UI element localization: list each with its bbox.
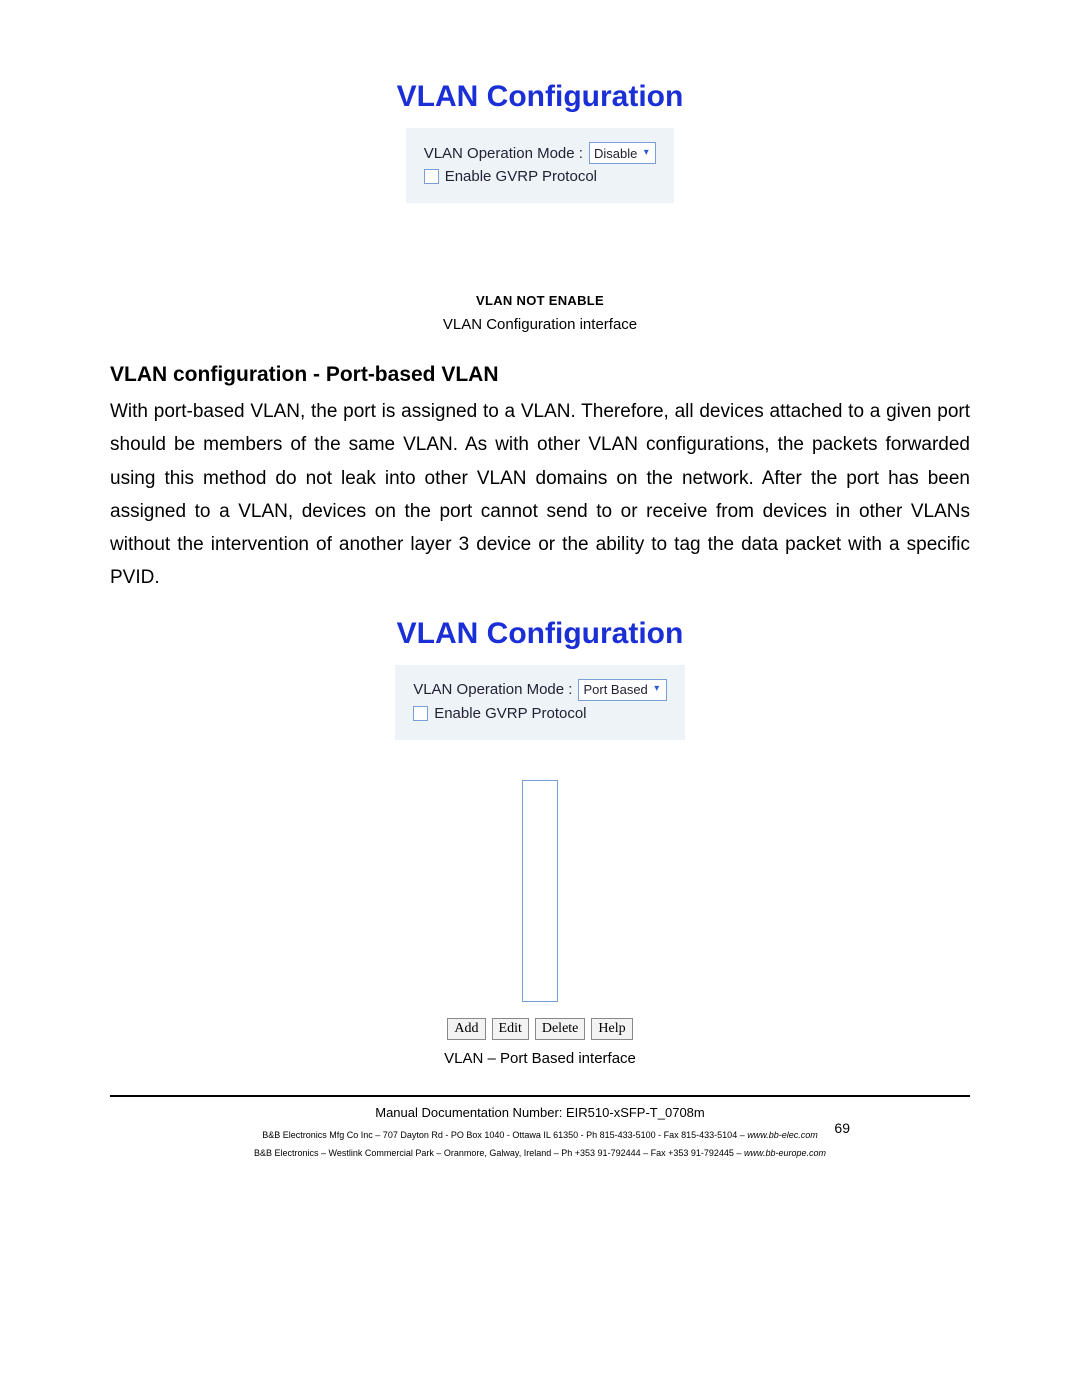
footer-link-2: www.bb-europe.com [744,1148,826,1158]
button-bar: Add Edit Delete Help [110,1018,970,1040]
chevron-down-icon: ▾ [650,682,664,696]
figure1-caption: VLAN Configuration interface [110,316,970,333]
mode-label-2: VLAN Operation Mode : [413,681,572,698]
add-button[interactable]: Add [447,1018,485,1040]
delete-button[interactable]: Delete [535,1018,586,1040]
mode-select[interactable]: Disable ▾ [589,142,656,164]
figure1-title: VLAN Configuration [110,80,970,114]
figure2-panel: VLAN Operation Mode : Port Based ▾ Enabl… [395,665,685,740]
footer-line-2a: B&B Electronics – Westlink Commercial Pa… [254,1148,744,1158]
gvrp-label-2: Enable GVRP Protocol [434,705,586,722]
gvrp-checkbox-2[interactable] [413,706,428,721]
footer-line-2: B&B Electronics – Westlink Commercial Pa… [110,1147,970,1160]
figure2-title: VLAN Configuration [110,617,970,651]
chevron-down-icon: ▾ [639,145,653,159]
footer-link-1: www.bb-elec.com [747,1130,818,1140]
edit-button[interactable]: Edit [492,1018,529,1040]
figure1-panel: VLAN Operation Mode : Disable ▾ Enable G… [406,128,675,203]
gvrp-label: Enable GVRP Protocol [445,168,597,185]
footer-rule [110,1095,970,1097]
mode-select-2[interactable]: Port Based ▾ [578,679,666,701]
help-button[interactable]: Help [591,1018,632,1040]
figure2-caption: VLAN – Port Based interface [110,1050,970,1067]
mode-select-value: Disable [594,146,637,161]
vlan-listbox[interactable] [522,780,558,1002]
mode-select-value-2: Port Based [583,682,647,697]
mode-label: VLAN Operation Mode : [424,145,583,162]
figure-vlan-portbased: VLAN Configuration VLAN Operation Mode :… [110,617,970,1067]
vlan-status-text: VLAN NOT ENABLE [110,293,970,308]
section-heading: VLAN configuration - Port-based VLAN [110,363,970,387]
gvrp-checkbox[interactable] [424,169,439,184]
doc-number: Manual Documentation Number: EIR510-xSFP… [110,1105,970,1120]
section-body: With port-based VLAN, the port is assign… [110,395,970,595]
footer-line-1a: B&B Electronics Mfg Co Inc – 707 Dayton … [262,1130,747,1140]
figure-vlan-disable: VLAN Configuration VLAN Operation Mode :… [110,80,970,333]
page-number: 69 [834,1120,850,1136]
